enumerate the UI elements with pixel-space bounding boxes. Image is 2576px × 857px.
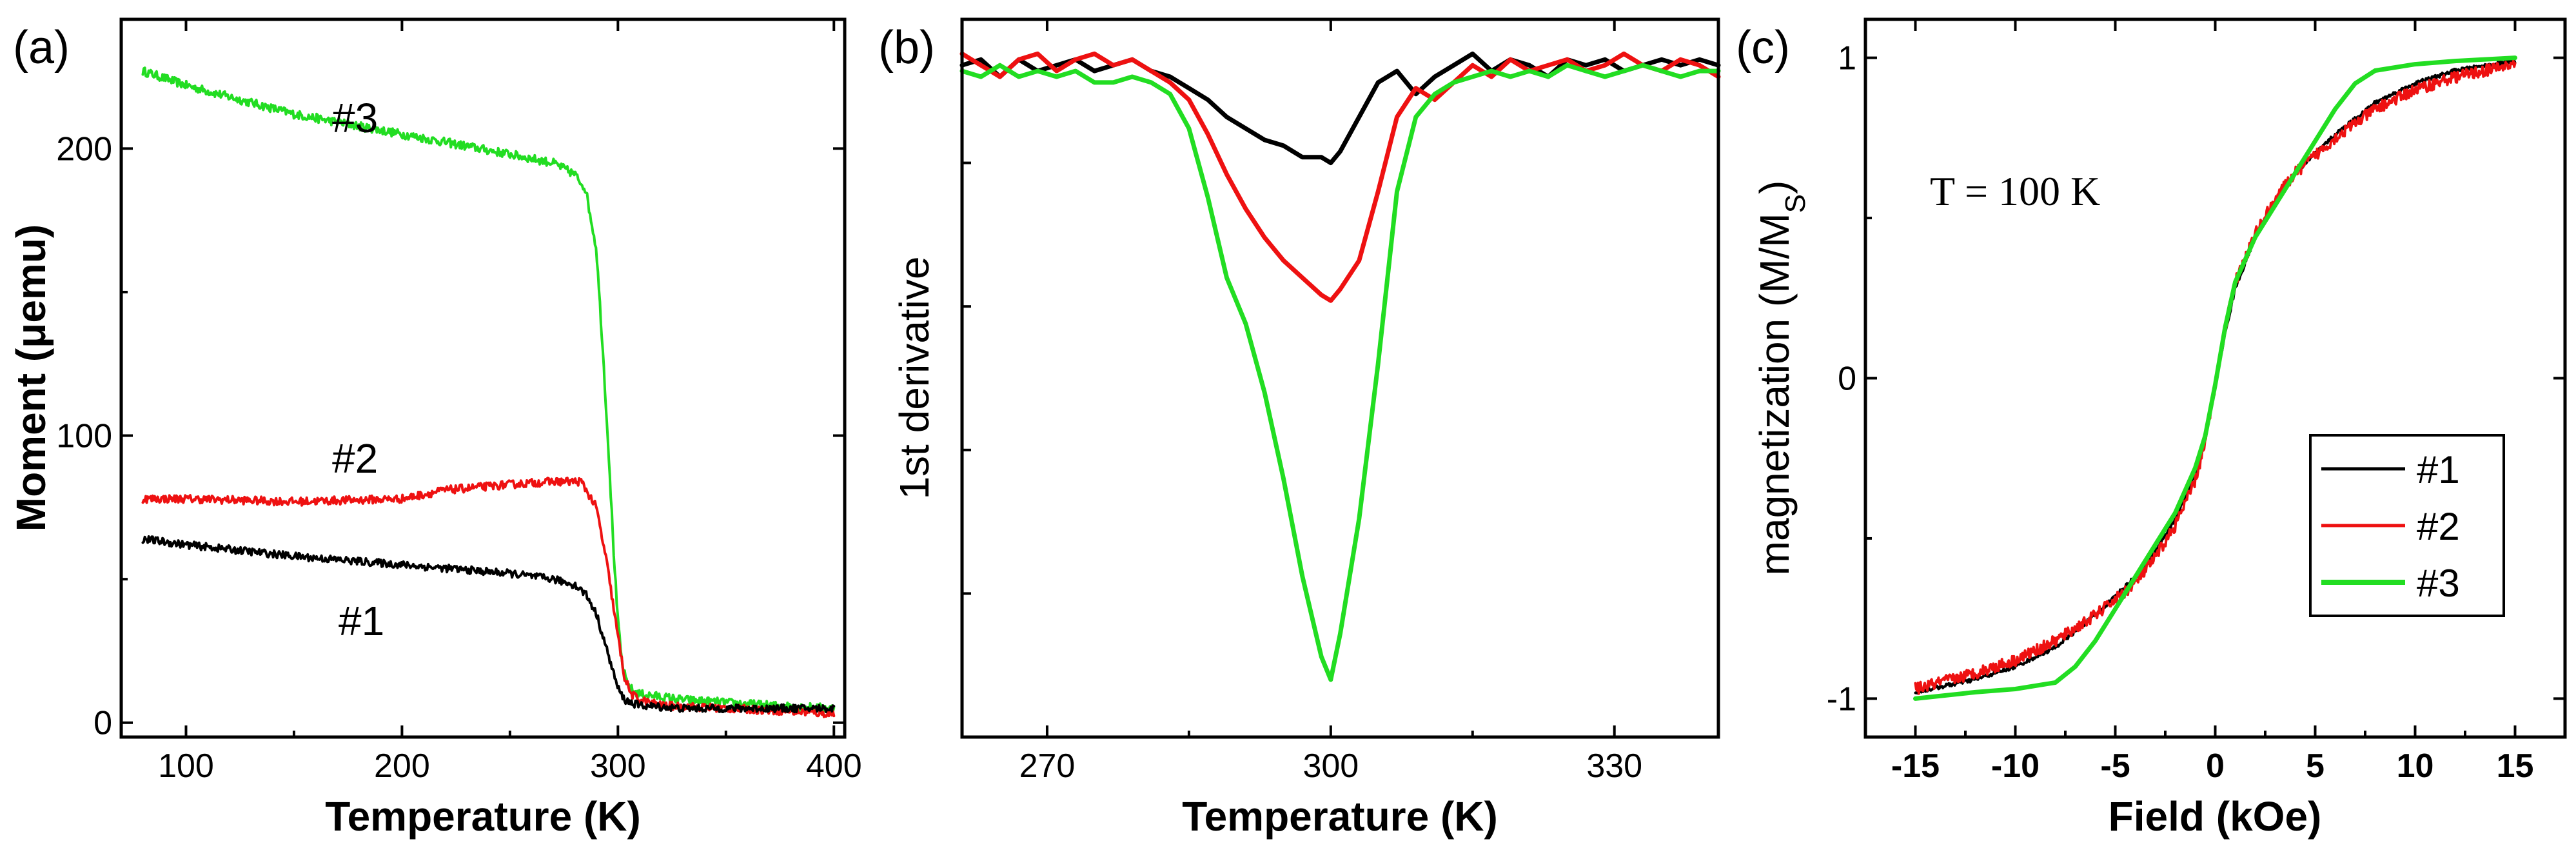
panel-c-xlabel: Field (kOe) — [2109, 793, 2322, 840]
x-tick-label: 300 — [590, 747, 646, 785]
y-tick-label: -1 — [1827, 680, 1856, 718]
x-tick-label: -15 — [1891, 747, 1940, 785]
ylabel-main: magnetization (M/M — [1751, 213, 1798, 575]
panel-c-ylabel: magnetization (M/MS) — [1751, 181, 1811, 576]
y-tick-label: 200 — [56, 130, 112, 168]
series-line-2 — [141, 477, 836, 718]
panel-a: (a) 100 200 300 400 0 100 200 #3 #2 #1 Tempera… — [8, 17, 862, 840]
series-line-2 — [959, 51, 1721, 303]
panel-a-label: (a) — [13, 22, 70, 74]
panel-a-ylabel: Moment (μemu) — [8, 224, 54, 531]
panel-c: (c) -15 -10 -5 0 5 10 15-101 T = 100 K Field (… — [1736, 17, 2567, 840]
panel-b-label: (b) — [878, 22, 935, 74]
panel-b-xlabel: Temperature (K) — [1182, 793, 1498, 840]
panel-b-frame — [960, 17, 1720, 739]
x-tick-label: 270 — [1019, 747, 1076, 785]
x-tick-label: 10 — [2397, 747, 2434, 785]
y-tick-label: 0 — [1838, 360, 1856, 398]
series-label-1: #1 — [339, 598, 384, 644]
panel-a-frame — [119, 17, 847, 739]
ylabel-end: ) — [1751, 181, 1798, 194]
legend: #1 #2 #3 — [2309, 434, 2505, 617]
y-tick-label: 1 — [1838, 40, 1856, 77]
panel-c-frame — [1863, 17, 2567, 739]
series-line-1 — [141, 535, 836, 714]
x-tick-label: 330 — [1586, 747, 1642, 785]
panel-b-ylabel: 1st derivative — [891, 256, 938, 499]
series-line-3 — [141, 66, 836, 713]
x-tick-label: 100 — [158, 747, 214, 785]
temperature-annotation: T = 100 K — [1930, 168, 2100, 214]
series-line-3 — [959, 63, 1721, 682]
ylabel-subscript: S — [1780, 194, 1811, 213]
x-tick-label: 200 — [374, 747, 430, 785]
panel-a-xlabel: Temperature (K) — [325, 793, 641, 840]
x-tick-label: 400 — [806, 747, 862, 785]
x-tick-label: 15 — [2497, 747, 2534, 785]
x-tick-label: 5 — [2306, 747, 2325, 785]
x-tick-label: -10 — [1991, 747, 2040, 785]
legend-label-1: #1 — [2417, 448, 2460, 491]
series-line-3 — [1913, 55, 2517, 701]
y-tick-label: 0 — [93, 705, 112, 742]
legend-label-3: #3 — [2417, 562, 2460, 605]
panel-c-label: (c) — [1736, 22, 1790, 74]
x-tick-label: 300 — [1303, 747, 1359, 785]
series-line-1 — [959, 51, 1721, 166]
series-label-2: #2 — [332, 435, 378, 482]
legend-label-2: #2 — [2417, 505, 2460, 548]
y-tick-label: 100 — [56, 418, 112, 455]
panel-b: (b) 270 300 330 Temperature (K) 1st deriva… — [878, 17, 1721, 840]
series-label-3: #3 — [332, 95, 378, 141]
x-tick-label: 0 — [2206, 747, 2225, 785]
x-tick-label: -5 — [2100, 747, 2130, 785]
